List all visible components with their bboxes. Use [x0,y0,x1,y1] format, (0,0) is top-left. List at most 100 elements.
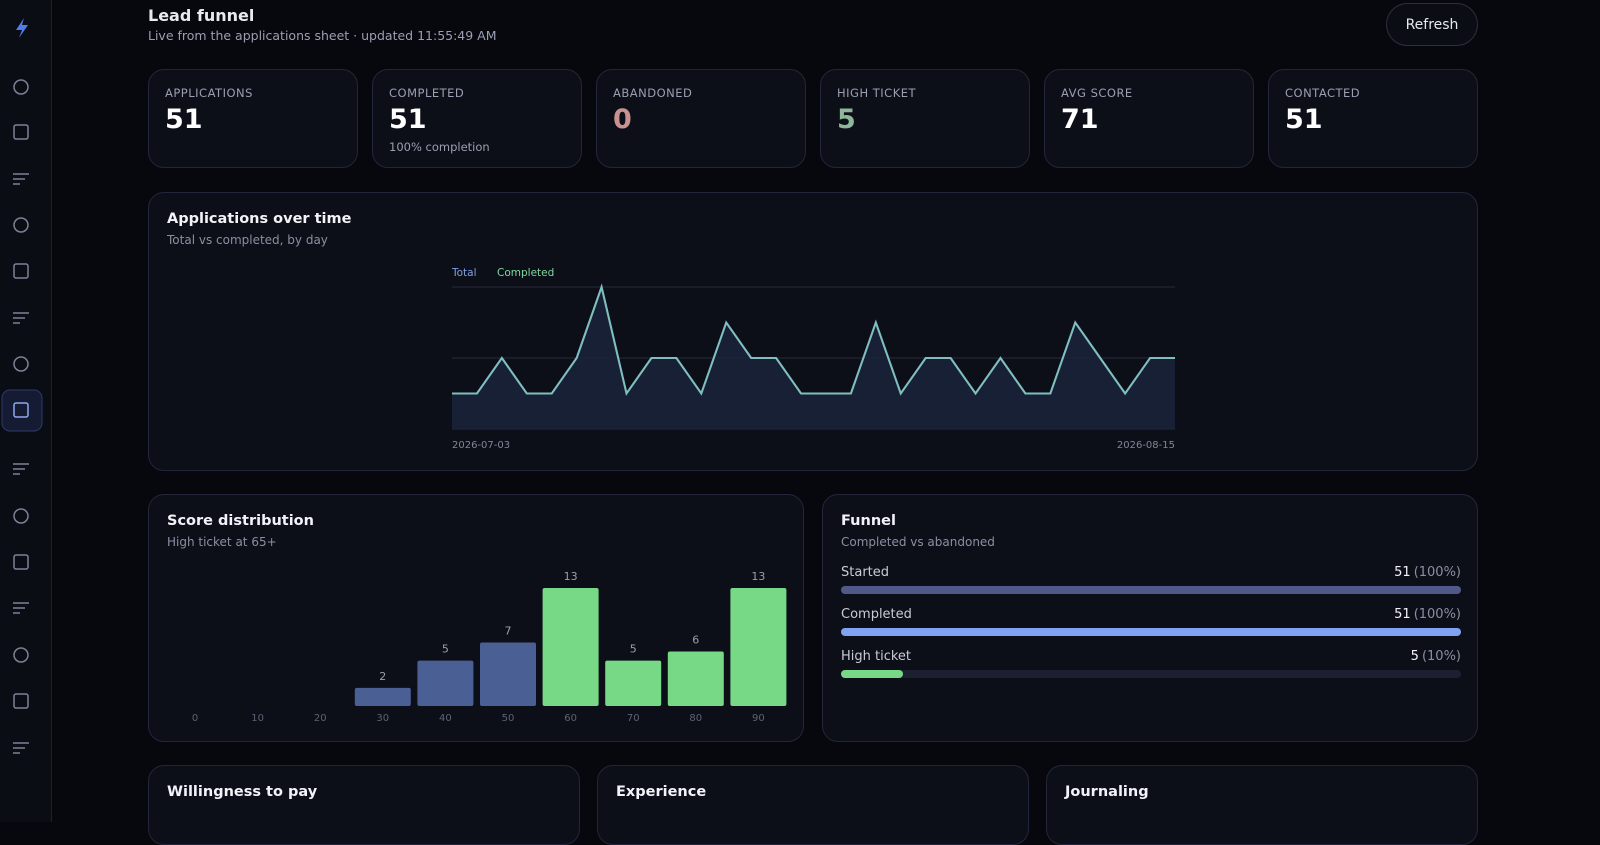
funnel-count: 51 [1394,565,1411,580]
funnel-percent: (100%) [1414,565,1461,580]
funnel-percent: (10%) [1422,649,1461,664]
bar [730,588,787,706]
funnel-value: 51 (100%) [1394,565,1461,580]
card-subtitle: High ticket at 65+ [167,535,277,549]
funnel-bar [841,628,1461,636]
funnel-value: 51 (100%) [1394,607,1461,622]
x-tick-label: 50 [502,713,515,724]
kpi-card: CONTACTED 51 [1268,69,1478,168]
card-title: Applications over time [167,211,352,227]
area [452,287,1175,429]
logo [16,18,28,38]
bar-chart: 0 10 20 2 30 5 40 7 50 13 60 5 70 6 80 13 90 [192,570,787,724]
line-chart: Total Completed 2026-07-03 2026-08-15 [451,267,1175,451]
card-title: Willingness to pay [167,784,318,800]
funnel-track [841,670,1461,678]
kpi-value: 0 [613,104,632,135]
bar [605,660,662,706]
nav-icon [13,79,29,95]
card-title: Experience [616,784,707,800]
kpi-label: COMPLETED [389,86,465,100]
nav-icon [13,402,29,418]
data-label: 2 [379,670,386,683]
page: Lead funnel {"header":{"title":"Lead fun… [0,0,1478,845]
funnel-bar [841,670,903,678]
nav-icon [13,693,29,709]
x-tick-label: 90 [752,713,765,724]
kpi-value: 51 [1285,104,1323,135]
x-tick-label: 20 [314,713,327,724]
card-title: Journaling [1065,784,1149,800]
kpi-label: ABANDONED [613,86,693,100]
kpi-note: 100% completion [389,140,490,154]
kpi-label: AVG SCORE [1061,86,1133,100]
nav-icon [13,312,29,324]
bottom-card: Willingness to pay [148,765,580,845]
page-subtitle: Live from the applications sheet · updat… [148,28,497,43]
funnel-percent: (100%) [1414,607,1461,622]
page-title: Lead funnel [148,6,255,25]
data-label: 7 [505,624,512,637]
legend-entry: Completed [497,267,554,279]
line [452,283,1175,396]
data-label: 5 [630,643,637,656]
nav-icon [13,463,29,475]
bar [480,642,536,706]
legend-entry: Total [451,267,477,279]
funnel-label: Completed [841,607,912,622]
kpi-card: APPLICATIONS 51 [148,69,358,168]
data-label: 5 [442,643,449,656]
data-label: 6 [692,634,699,647]
kpi-card: AVG SCORE 71 [1044,69,1254,168]
active-nav[interactable] [1,389,43,432]
x-tick-label: 60 [564,713,577,724]
x-tick-label: 2026-07-03 [452,440,510,451]
nav-icon [13,647,29,663]
funnel-label: High ticket [841,649,911,664]
timeline-card: Applications over time Total vs complete… [148,192,1478,471]
kpi-card: ABANDONED 0 [596,69,806,168]
data-label: 13 [751,570,765,583]
x-tick-label: 30 [376,713,389,724]
funnel-count: 51 [1394,607,1411,622]
card-subtitle: Total vs completed, by day [167,233,328,247]
card-title: Funnel [841,513,896,529]
bar [354,687,411,706]
nav-icon [13,602,29,614]
nav-icon [13,356,29,372]
nav-icon [13,508,29,524]
score-card: Score distribution High ticket at 65+ 0 1… [148,494,804,742]
sidebar [0,0,52,822]
funnel-value: 5 (10%) [1411,649,1461,664]
x-tick-label: 40 [439,713,452,724]
kpi-label: HIGH TICKET [837,86,917,100]
refresh-button[interactable]: Refresh [1386,3,1478,46]
sidebar-icons [1,18,43,754]
bottom-card: Experience [597,765,1029,845]
x-tick-label: 10 [251,713,264,724]
nav-icon [13,263,29,279]
kpi-card: HIGH TICKET 5 [820,69,1030,168]
bottom-card: Journaling [1046,765,1478,845]
kpi-card: COMPLETED 51 100% completion [372,69,582,168]
bar [542,588,599,706]
kpi-value: 51 [165,104,203,135]
kpi-label: APPLICATIONS [165,86,253,100]
funnel-bar [841,586,1461,594]
kpi-label: CONTACTED [1285,86,1361,100]
kpi-value: 71 [1061,104,1099,135]
bar [667,651,724,706]
card-title: Score distribution [167,513,314,529]
nav-icon [13,217,29,233]
data-label: 13 [564,570,578,583]
x-tick-label: 0 [192,713,198,724]
dashboard: Lead funnel Live from the applications s… [0,0,1478,845]
bar [417,660,474,706]
nav-icon [13,742,29,754]
funnel-card: Funnel Completed vs abandoned Started 51(… [822,494,1478,742]
funnel-chart: Started 51 (100%)Completed 51 (100%)High tic… [841,565,1461,678]
funnel-label: Started [841,565,889,580]
kpi-value: 51 [389,104,427,135]
card-subtitle: Completed vs abandoned [841,535,995,549]
kpi-value: 5 [837,104,856,135]
